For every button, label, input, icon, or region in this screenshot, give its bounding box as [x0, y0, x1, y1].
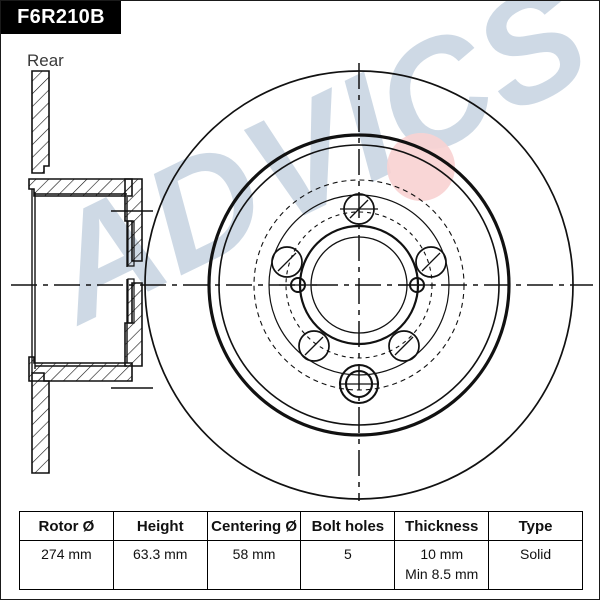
cell-height: 63.3 mm [112, 540, 208, 590]
friction-ring-inner [218, 144, 500, 426]
header-height: Height [112, 511, 208, 541]
header-thickness: Thickness [394, 511, 490, 541]
cell-thickness-nominal: 10 mm [420, 546, 464, 562]
section-hatched-body [28, 70, 143, 474]
bolt-hole-lower-left [298, 330, 330, 362]
spec-table-container: Rotor Ø Height Centering Ø Bolt holes Th… [19, 511, 583, 590]
hole-crosshairs [279, 208, 436, 385]
cell-rotor-diameter: 274 mm [19, 540, 114, 590]
spec-table-header-row: Rotor Ø Height Centering Ø Bolt holes Th… [19, 511, 583, 541]
hat-transition-circle [253, 179, 465, 391]
section-dimension-ticks [111, 210, 153, 389]
cell-thickness: 10 mm Min 8.5 mm [394, 540, 490, 590]
bolt-hole-upper-left [271, 246, 303, 278]
bolt-hole-slash-marks [277, 199, 441, 356]
cell-bolt-holes: 5 [300, 540, 396, 590]
rotor-circles [144, 70, 574, 500]
axle-side-label: Rear [27, 51, 64, 70]
bolt-holes-group [271, 193, 447, 362]
cross-section-profile [28, 70, 153, 474]
spec-table: Rotor Ø Height Centering Ø Bolt holes Th… [19, 511, 583, 590]
header-bolt-holes: Bolt holes [300, 511, 396, 541]
part-code-badge: F6R210B [1, 1, 121, 34]
friction-ring-outer [207, 133, 511, 437]
part-code-text: F6R210B [17, 6, 105, 28]
cell-thickness-min: Min 8.5 mm [405, 566, 479, 583]
header-type: Type [488, 511, 583, 541]
cell-type: Solid [488, 540, 583, 590]
rotor-face-view [11, 63, 593, 501]
bolt-hole-upper-right [415, 246, 447, 278]
rotor-outer-edge [144, 70, 574, 500]
spec-table-row: 274 mm 63.3 mm 58 mm 5 10 mm Min 8.5 mm … [19, 540, 583, 590]
header-rotor-diameter: Rotor Ø [19, 511, 114, 541]
cell-centering-diameter: 58 mm [206, 540, 302, 590]
header-centering-diameter: Centering Ø [206, 511, 302, 541]
hat-outer-circle [268, 194, 450, 376]
section-bore-outline [31, 189, 128, 373]
bolt-hole-lower-right [388, 330, 420, 362]
